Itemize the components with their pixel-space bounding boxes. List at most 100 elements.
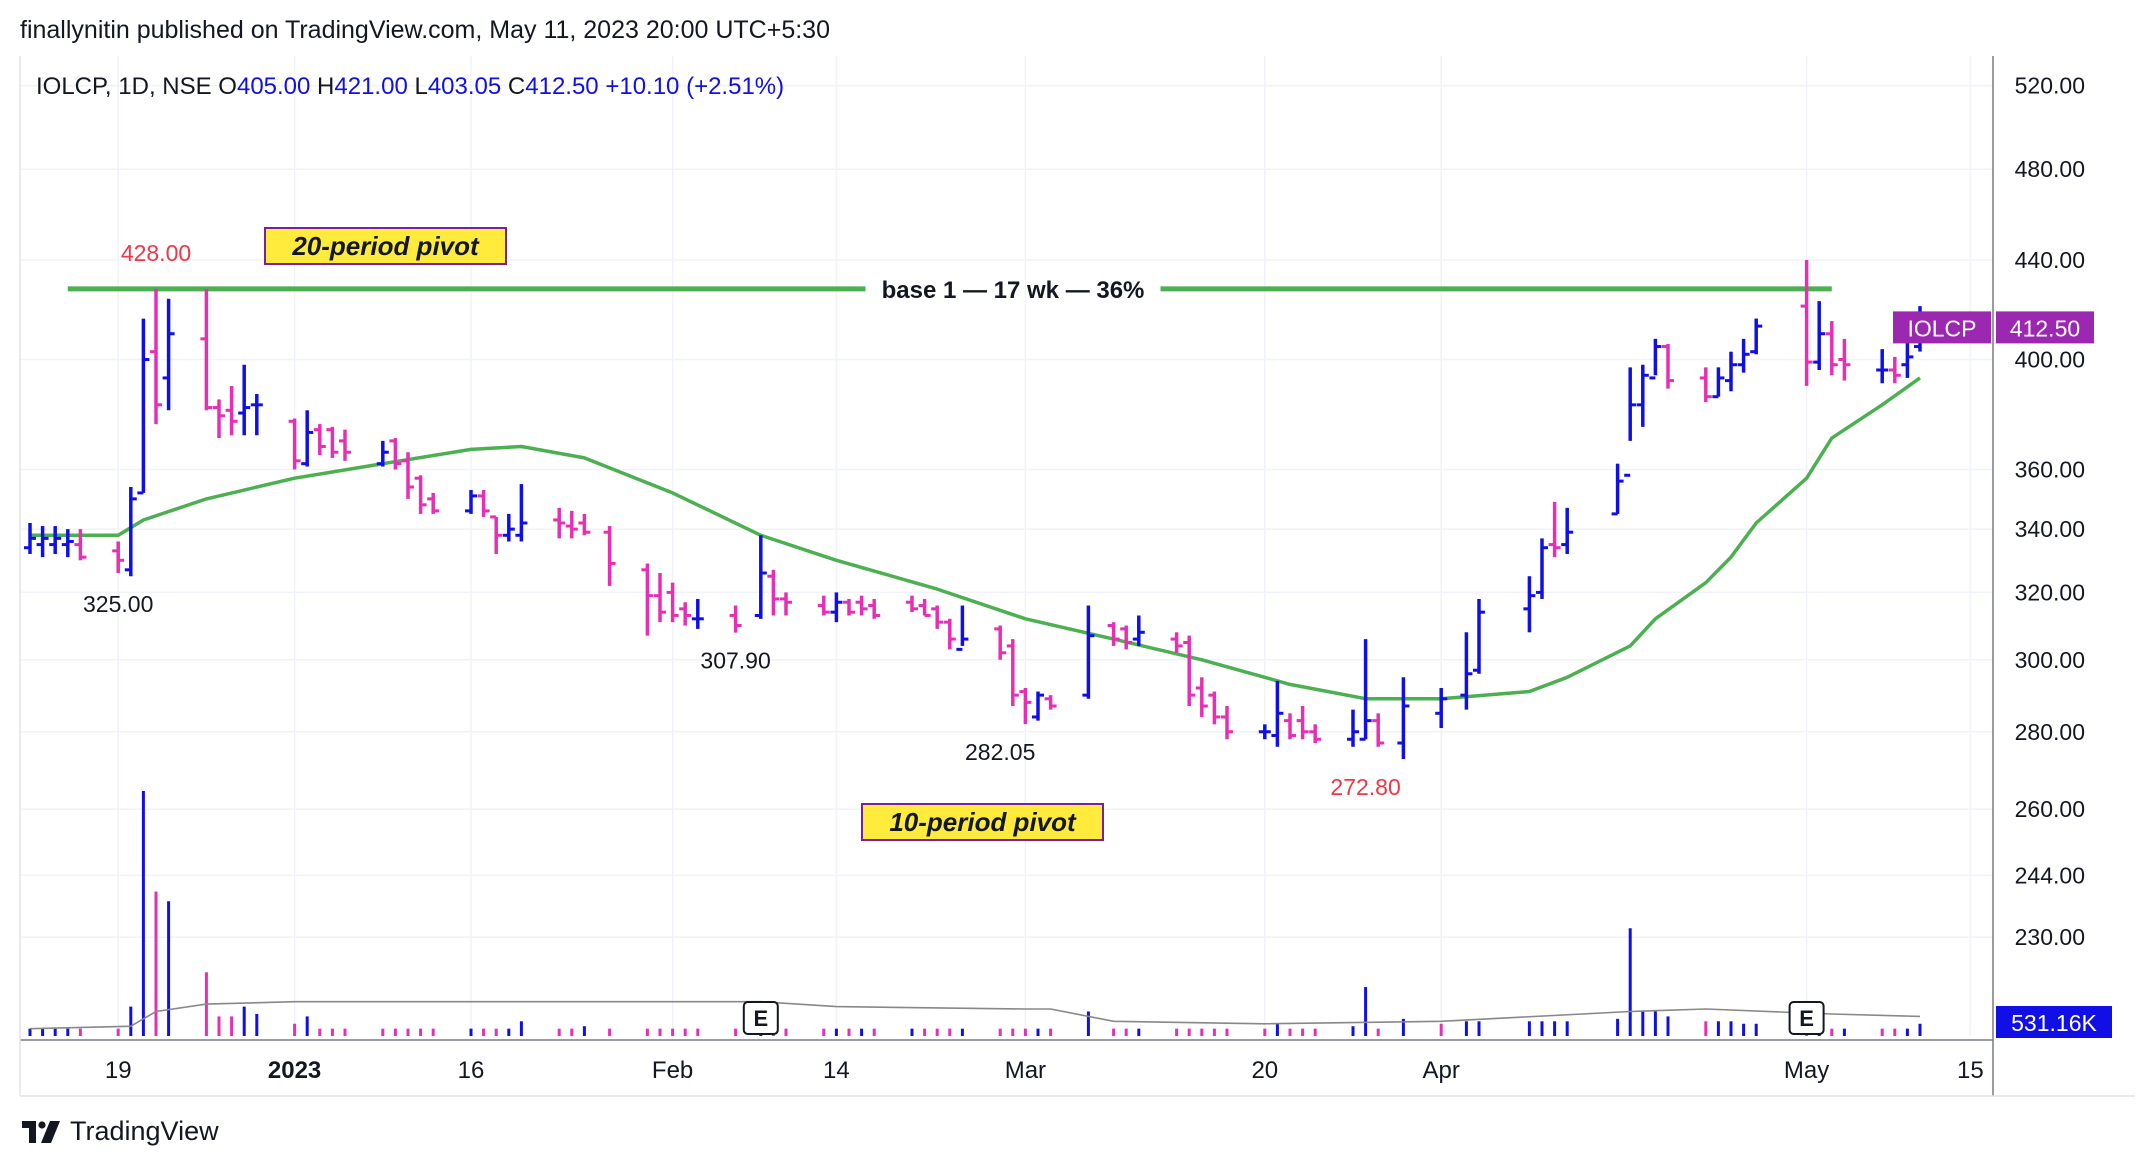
price-tick-label: 520.00 — [2015, 73, 2085, 99]
last-price-tag: IOLCP 412.50 — [1893, 311, 2094, 344]
pivot20-callout-box — [264, 227, 507, 265]
price-tick-label: 360.00 — [2015, 456, 2085, 482]
ohlc-bar — [654, 573, 666, 623]
ohlc-bar — [1750, 318, 1763, 355]
ohlc-bar — [1044, 695, 1057, 710]
legend-symbol: IOLCP, 1D, NSE — [36, 73, 218, 100]
ohlc-bar — [780, 592, 792, 616]
time-tick-label: 19 — [105, 1057, 132, 1084]
volume-tag-bg — [1996, 1006, 2112, 1038]
ohlc-bar — [515, 484, 528, 542]
ohlc-bar — [1473, 598, 1485, 674]
brand-name: TradingView — [70, 1116, 219, 1146]
ohlc-bar — [931, 605, 944, 629]
ohlc-bar — [565, 510, 578, 539]
ohlc-bar — [250, 393, 263, 436]
price-point-label: 307.90 — [700, 648, 770, 674]
tradingview-logo[interactable]: TradingView — [22, 1116, 219, 1147]
legend-change: +10.10 (+2.51%) — [605, 73, 784, 100]
ohlc-bar — [1888, 356, 1901, 384]
axes: 520.00 480.00 440.00 400.00 360.00 340.00 320.… — [19, 56, 2135, 1097]
ohlc-bar — [1548, 501, 1561, 558]
ohlc-bar — [1737, 338, 1750, 373]
ohlc-bar — [553, 507, 566, 539]
ohlc-bar — [477, 489, 490, 517]
volume-tag-text: 531.16K — [2011, 1010, 2097, 1036]
ohlc-bar — [1825, 321, 1838, 376]
ohlc-bar — [843, 598, 855, 616]
legend-o-label: O — [218, 73, 237, 100]
ohlc-bar — [74, 529, 87, 561]
ohlc-bar — [326, 426, 339, 458]
legend-open: 405.00 — [237, 73, 317, 100]
legend-c-label: C — [508, 73, 525, 100]
time-tick-label: 20 — [1251, 1057, 1278, 1084]
ohlc-bar — [288, 418, 301, 470]
ohlc-bar — [691, 598, 704, 629]
ohlc-bar — [238, 364, 251, 436]
time-tick-label: 16 — [458, 1057, 485, 1084]
time-tick-label: 2023 — [268, 1057, 321, 1084]
ohlc-bar — [1221, 705, 1233, 740]
ohlc-bar — [956, 605, 969, 651]
ohlc-bar — [1813, 301, 1826, 370]
earnings-marker: E — [1788, 1001, 1825, 1035]
ohlc-bar — [1107, 622, 1120, 646]
ohlc-bar — [427, 492, 440, 514]
ohlc-bar — [1208, 691, 1221, 725]
ohlc-bar — [36, 526, 49, 558]
ohlc-bar — [1132, 615, 1145, 646]
pivot10-callout-text: 10-period pivot — [889, 807, 1077, 837]
ohlc-bar — [313, 424, 326, 456]
base-label: base 1 — 17 wk — 36% — [882, 277, 1145, 304]
symbol-tag-bg — [1893, 311, 1991, 344]
ohlc-legend: IOLCP, 1D, NSE O405.00 H421.00 L403.05 C… — [36, 73, 784, 100]
ohlc-bar — [61, 529, 74, 558]
ohlc-bar — [490, 515, 503, 554]
ohlc-bar — [465, 489, 477, 514]
price-point-label: 282.05 — [965, 739, 1035, 765]
legend-high: 421.00 — [334, 73, 414, 100]
ohlc-bar — [767, 569, 780, 616]
time-tick-label: 14 — [823, 1057, 850, 1084]
price-tick-label: 300.00 — [2015, 647, 2085, 673]
ohlc-bar — [1611, 463, 1624, 516]
price-point-label: 272.80 — [1330, 774, 1400, 800]
moving-average — [30, 376, 1922, 701]
ohlc-bar — [137, 318, 150, 495]
ohlc-bar — [339, 429, 351, 461]
ohlc-bar — [213, 399, 225, 439]
ohlc-bar — [1006, 639, 1019, 706]
ohlc-bar — [1120, 625, 1133, 650]
symbol-tag-text: IOLCP — [1907, 315, 1976, 341]
ohlc-bar — [1523, 576, 1536, 633]
ohlc-bar — [906, 595, 918, 613]
ohlc-bar — [1284, 713, 1296, 740]
volume-tag: 531.16K — [1996, 1006, 2112, 1038]
ohlc-bar — [502, 513, 515, 542]
legend-low: 403.05 — [428, 73, 508, 100]
legend-l-label: L — [414, 73, 427, 100]
base-annotation: base 1 — 17 wk — 36% — [67, 277, 1832, 304]
ohlc-bar — [1258, 724, 1271, 740]
ohlc-bar — [1561, 507, 1574, 554]
ohlc-bar — [666, 582, 679, 623]
ohlc-bar — [1296, 705, 1309, 740]
ohlc-bar — [943, 618, 956, 650]
time-tick-label: 15 — [1957, 1057, 1984, 1084]
legend-close: 412.50 — [525, 73, 605, 100]
time-tick-label: Feb — [652, 1057, 693, 1084]
price-tick-label: 260.00 — [2015, 796, 2085, 822]
price-tick-label: 280.00 — [2015, 719, 2085, 745]
price-tick-label: 480.00 — [2015, 156, 2085, 182]
ohlc-bar — [1662, 343, 1674, 389]
ohlc-bar — [1019, 687, 1032, 725]
ohlc-bar — [918, 598, 931, 617]
ohlc-bar — [1195, 677, 1208, 717]
ohlc-bar — [1170, 632, 1183, 653]
price-tick-label: 440.00 — [2015, 247, 2085, 273]
price-tick-label: 230.00 — [2015, 924, 2085, 950]
ohlc-bar — [830, 592, 843, 623]
ohlc-bar — [1347, 709, 1359, 747]
